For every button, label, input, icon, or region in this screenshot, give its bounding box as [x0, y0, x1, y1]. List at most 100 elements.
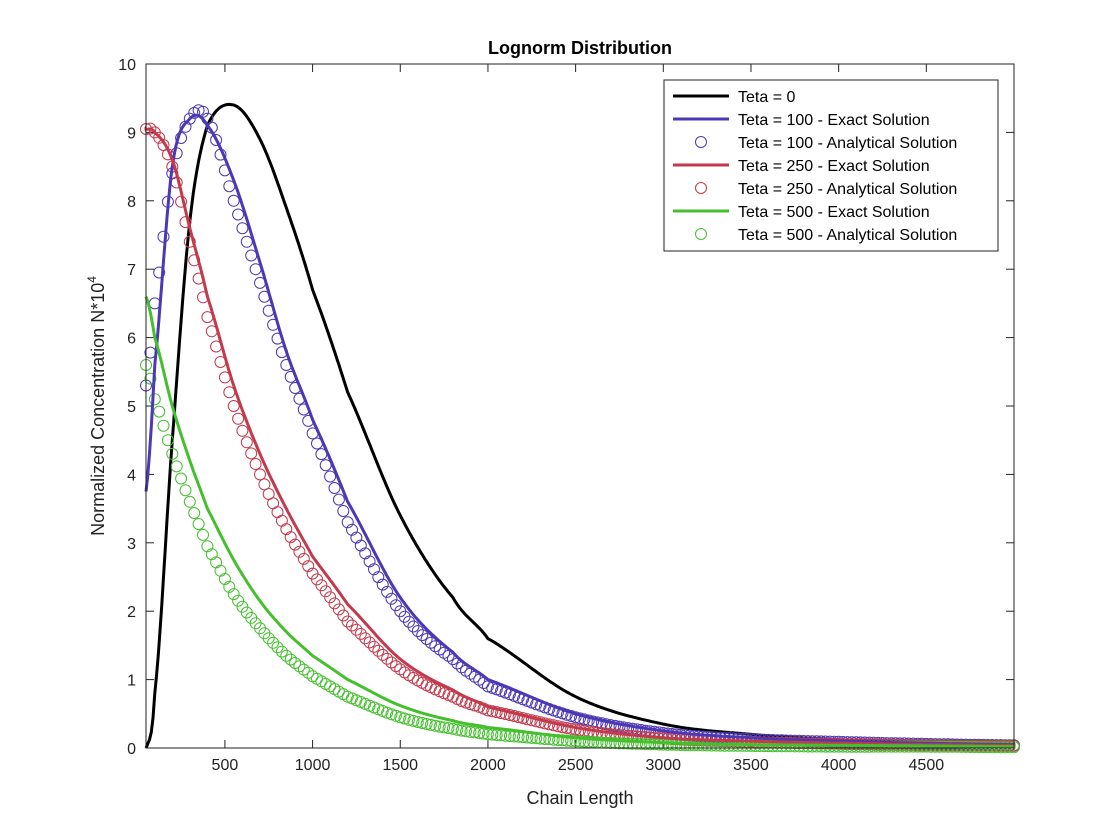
data-point — [293, 545, 306, 558]
data-point — [565, 710, 578, 722]
data-point — [385, 592, 398, 605]
series-markers — [140, 359, 1020, 754]
data-point — [157, 419, 170, 432]
data-point — [438, 646, 451, 659]
data-point — [227, 194, 240, 207]
legend-label: Teta = 500 - Exact Solution — [738, 204, 930, 221]
data-point — [490, 706, 503, 719]
x-tick-label: 2000 — [470, 757, 506, 774]
data-point — [148, 393, 161, 406]
data-point — [403, 615, 415, 628]
data-point — [232, 594, 245, 607]
data-point — [631, 737, 643, 750]
data-point — [346, 619, 358, 632]
data-point — [613, 737, 626, 750]
data-point — [639, 738, 652, 751]
data-point — [652, 738, 665, 751]
data-point — [332, 603, 345, 616]
x-tick-label: 2500 — [558, 757, 594, 774]
y-tick-label: 3 — [127, 536, 136, 553]
data-point — [324, 591, 337, 604]
data-point — [442, 722, 455, 735]
data-point — [354, 539, 367, 552]
data-point — [297, 663, 310, 676]
data-point — [271, 641, 284, 654]
data-point — [332, 493, 345, 506]
legend-label: Teta = 100 - Analytical Solution — [738, 135, 957, 152]
series-line — [145, 127, 1014, 747]
data-point — [473, 727, 486, 739]
data-point — [350, 531, 363, 544]
data-point — [267, 636, 280, 649]
data-point — [337, 505, 350, 517]
data-point — [556, 707, 569, 720]
data-point — [183, 235, 196, 248]
data-point — [311, 573, 323, 586]
data-point — [183, 495, 196, 508]
data-point — [262, 632, 275, 645]
data-point — [197, 528, 209, 541]
data-point — [569, 735, 582, 748]
data-point — [481, 704, 494, 717]
x-tick-label: 4000 — [821, 757, 857, 774]
data-point — [582, 735, 595, 748]
x-axis-label: Chain Length — [526, 788, 633, 808]
data-point — [438, 721, 451, 734]
data-point — [249, 458, 262, 470]
y-tick-label: 0 — [127, 741, 136, 758]
data-point — [232, 412, 245, 425]
x-tick-label: 3500 — [733, 757, 769, 774]
data-point — [574, 735, 586, 748]
chart-title: Lognorm Distribution — [488, 38, 672, 58]
data-point — [218, 573, 231, 585]
data-point — [354, 627, 367, 640]
data-point — [376, 578, 389, 591]
data-point — [433, 720, 446, 733]
plot-frame — [145, 63, 1015, 749]
y-tick-label: 1 — [127, 673, 136, 690]
data-point — [210, 134, 223, 146]
y-tick-label: 10 — [118, 57, 136, 74]
data-point — [569, 711, 582, 724]
legend-marker-swatch — [695, 136, 707, 148]
data-point — [433, 643, 446, 656]
data-point — [275, 645, 288, 658]
data-point — [188, 507, 201, 519]
data-point — [175, 472, 188, 485]
data-point — [398, 712, 411, 725]
data-point — [324, 470, 337, 483]
data-point — [254, 468, 266, 481]
data-point — [389, 709, 402, 722]
x-tick-label: 500 — [212, 757, 239, 774]
data-point — [161, 434, 174, 447]
data-point — [574, 712, 586, 725]
y-axis-label: Normalized Concentration N*104 — [85, 276, 108, 536]
data-point — [389, 599, 402, 612]
y-tick-label: 4 — [127, 467, 136, 484]
data-point — [179, 484, 192, 497]
x-tick-label: 4500 — [909, 757, 945, 774]
data-point — [372, 644, 385, 657]
series-line — [144, 296, 1014, 749]
x-tick-label: 3000 — [645, 757, 681, 774]
data-point — [232, 208, 245, 221]
data-point — [153, 131, 166, 144]
data-point — [236, 424, 249, 437]
data-point — [420, 633, 433, 645]
data-point — [192, 518, 205, 530]
data-point — [407, 620, 420, 633]
data-point — [617, 737, 630, 750]
data-point — [368, 640, 380, 653]
data-point — [424, 636, 437, 649]
y-axis-label-exponent: 4 — [85, 276, 99, 283]
data-point — [227, 400, 240, 412]
legend-label: Teta = 100 - Exact Solution — [738, 112, 930, 129]
legend-label: Teta = 250 - Exact Solution — [738, 158, 930, 175]
data-point — [223, 580, 236, 593]
data-point — [416, 717, 429, 729]
data-point — [289, 538, 302, 551]
data-point — [446, 722, 459, 735]
legend-label: Teta = 500 - Analytical Solution — [738, 227, 957, 244]
x-tick-label: 1500 — [382, 757, 418, 774]
data-point — [560, 734, 573, 747]
